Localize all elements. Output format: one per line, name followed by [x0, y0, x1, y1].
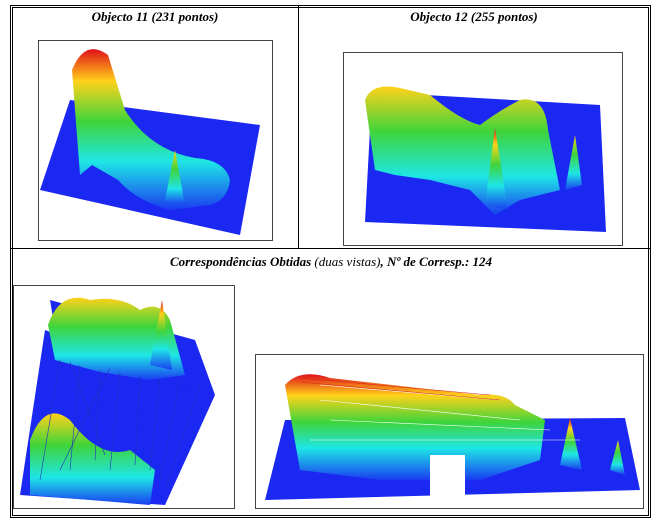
caption-part: Correspondências Obtidas — [169, 254, 312, 269]
matches-image — [13, 285, 235, 509]
caption-part: , Nº de Corresp.: 124 — [380, 254, 493, 269]
table-frame — [10, 5, 651, 518]
caption: Correspondências Obtidas (duas vistas), … — [12, 254, 650, 270]
caption: Objecto 12 (255 pontos) — [410, 9, 538, 24]
caption-part: (duas vistas) — [314, 254, 381, 269]
surface-image — [38, 40, 273, 241]
matches-image — [255, 354, 644, 509]
caption: Objecto 11 (231 pontos) — [91, 9, 219, 24]
surface-image — [343, 52, 623, 246]
